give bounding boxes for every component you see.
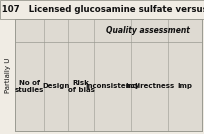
Text: Imp: Imp — [178, 83, 193, 89]
Text: Partially U: Partially U — [5, 58, 11, 93]
Bar — [0, 0, 204, 19]
Text: Quality assessment: Quality assessment — [106, 26, 190, 35]
Text: Table 107   Licensed glucosamine sulfate versus NSA: Table 107 Licensed glucosamine sulfate v… — [0, 5, 204, 14]
Text: Design: Design — [43, 83, 70, 89]
Text: Risk
of bias: Risk of bias — [68, 80, 94, 93]
Bar — [15, 19, 202, 131]
Text: Indirectness: Indirectness — [125, 83, 174, 89]
Text: No of
studies: No of studies — [15, 80, 44, 93]
Text: Inconsistency: Inconsistency — [85, 83, 140, 89]
